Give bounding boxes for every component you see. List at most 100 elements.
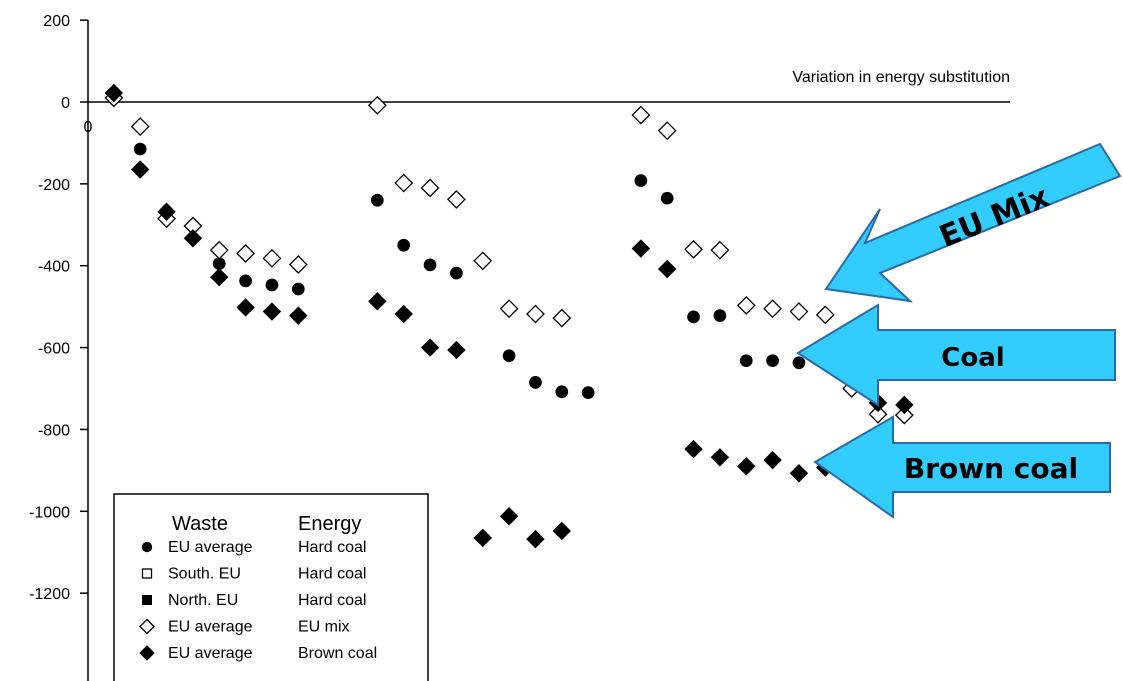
hard-coal-point <box>581 386 595 399</box>
legend-symbol-open-diamond <box>139 618 155 635</box>
eu-mix-point <box>394 173 414 193</box>
hard-coal-point <box>502 349 516 363</box>
brown-coal-point <box>631 239 651 258</box>
hard-coal-point <box>291 282 305 296</box>
brown-coal-arrow: Brown coal <box>813 415 1111 519</box>
brown-coal-point <box>552 521 572 541</box>
brown-coal-point <box>368 292 387 311</box>
legend-energy: EU mix <box>298 619 350 636</box>
eu-mix-point <box>130 117 150 136</box>
eu-mix-point <box>815 305 835 325</box>
chart-axes: 200 0 -200 -400 -600 -800 -1000 -1200 0 Variati… <box>29 13 1010 681</box>
legend-symbol-open-square <box>141 568 153 579</box>
legend-waste: EU average <box>168 619 253 636</box>
hard-coal-point <box>713 309 727 323</box>
eu-mix-point <box>631 105 651 125</box>
legend-box <box>113 493 429 681</box>
legend-waste: EU average <box>168 539 253 556</box>
eu-mix-point <box>868 404 888 424</box>
eu-mix-point <box>209 240 229 260</box>
eu-mix-point <box>894 405 914 425</box>
hard-coal-point <box>239 274 252 288</box>
hard-coal-point <box>739 354 753 368</box>
hard-coal-point <box>529 376 542 389</box>
brown-coal-point <box>473 528 492 548</box>
x-origin-label: 0 <box>84 119 93 136</box>
brown-coal-point <box>710 448 730 467</box>
y-tick-label: -200 <box>38 177 70 194</box>
eu-mix-point <box>499 299 519 319</box>
eu-mix-point <box>288 255 308 274</box>
legend-waste: North. EU <box>168 592 238 609</box>
x-axis-label: Variation in energy substitution <box>792 69 1010 86</box>
hard-coal-point <box>371 193 384 207</box>
brown-coal-point <box>289 306 308 325</box>
legend-header-waste: Waste <box>172 513 228 535</box>
brown-coal-point <box>684 439 703 459</box>
brown-coal-point <box>526 529 545 549</box>
legend-energy: Hard coal <box>298 592 366 609</box>
eu-mix-point <box>736 296 756 315</box>
eu-mix-point <box>473 251 493 271</box>
brown-coal-point <box>157 202 176 221</box>
legend-energy: Brown coal <box>298 645 377 662</box>
y-tick-label: 200 <box>43 13 70 30</box>
y-tick-label: -800 <box>38 422 70 439</box>
eu-mix-point <box>262 248 282 268</box>
hard-coal-point <box>555 385 569 399</box>
legend-energy: Hard coal <box>298 566 366 583</box>
eu-mix-point <box>526 304 545 324</box>
eu-mix-point <box>657 121 677 141</box>
brown-coal-point <box>657 259 677 279</box>
brown-coal-point <box>789 464 809 483</box>
eu-mix-point <box>367 95 387 115</box>
hard-coal-point <box>634 174 648 187</box>
brown-coal-point <box>499 507 519 526</box>
hard-coal-point <box>397 238 411 252</box>
eu-mix-point <box>684 239 703 259</box>
y-ticks: 200 0 -200 -400 -600 -800 -1000 -1200 <box>29 13 88 603</box>
eu-mix-point <box>710 240 730 260</box>
hard-coal-point <box>133 142 147 156</box>
brown-coal-point <box>420 338 440 357</box>
hard-coal-point <box>450 266 463 280</box>
hard-coal-point <box>660 191 674 205</box>
legend-symbol-filled-square <box>142 595 152 605</box>
coal-label: Coal <box>941 343 1004 373</box>
brown-coal-point <box>895 395 914 415</box>
hard-coal-point <box>423 258 437 272</box>
brown-coal-point <box>262 302 282 321</box>
eu-mix-point <box>236 244 256 263</box>
y-tick-label: -1200 <box>29 586 70 603</box>
hard-coal-point <box>766 354 779 368</box>
legend-rows: EU average Hard coal South. EU Hard coal Nor… <box>139 539 377 662</box>
brown-coal-point <box>210 267 229 287</box>
y-tick-label: 0 <box>61 95 70 112</box>
coal-arrow: Coal <box>796 303 1116 407</box>
eu-mix-point <box>420 178 440 198</box>
legend-waste: South. EU <box>168 566 241 583</box>
eu-mix-point <box>789 302 809 321</box>
brown-coal-point <box>104 83 124 103</box>
brown-coal-point <box>763 450 782 470</box>
brown-coal-point <box>394 304 413 324</box>
data-points <box>104 83 914 549</box>
y-tick-label: -1000 <box>29 504 70 521</box>
legend-energy: Hard coal <box>298 539 366 556</box>
brown-coal-point <box>183 229 203 248</box>
eu-mix-point <box>763 299 783 319</box>
eu-mix-arrow: EU Mix <box>824 142 1122 303</box>
y-tick-label: -400 <box>38 259 70 276</box>
legend-symbol-filled-circle <box>141 541 153 553</box>
hard-coal-point <box>687 310 700 324</box>
hard-coal-point <box>792 356 806 370</box>
legend-header-energy: Energy <box>298 513 361 535</box>
legend: Waste Energy EU average Hard coal South. E… <box>113 493 429 681</box>
legend-waste: EU average <box>168 645 253 662</box>
brown-coal-point <box>737 457 756 476</box>
eu-mix-point <box>446 189 466 209</box>
annotation-arrows: EU Mix Coal Brown coal <box>796 142 1122 519</box>
brown-coal-point <box>236 298 255 317</box>
hard-coal-point <box>265 278 279 292</box>
